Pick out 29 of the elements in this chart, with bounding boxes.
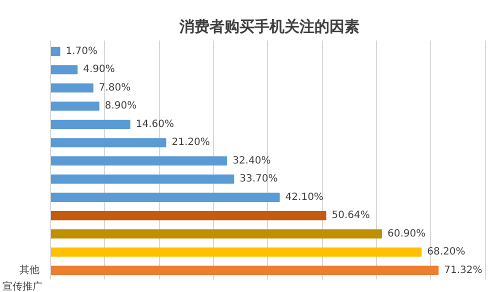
data-label: 32.40% [232,155,271,166]
bar [50,46,60,56]
data-label: 21.20% [172,137,210,148]
bar [50,156,228,166]
bar [50,211,326,220]
bar [50,174,234,184]
bar [50,65,78,74]
bar [50,248,422,257]
data-label: 42.10% [285,192,324,203]
data-label: 4.90% [83,64,115,76]
data-label: 68.20% [427,246,466,258]
bar [50,229,382,238]
bar [50,192,280,202]
bar [50,266,439,275]
data-label: 71.32% [444,264,482,276]
data-label: 14.60% [136,118,174,130]
data-label: 50.64% [332,210,370,222]
data-label: 60.90% [387,228,426,240]
y-tick-label: 其他 [20,264,40,276]
bar [50,83,94,93]
bar [50,102,100,111]
data-label: 8.90% [104,100,137,112]
data-label: 7.80% [98,82,131,94]
data-label: 1.70% [66,46,98,57]
text: 宣传推广 [2,280,42,292]
chart-title: 消费者购买手机关注的因素 [178,18,360,36]
bar [50,138,166,148]
bar [50,120,130,130]
data-label: 33.70% [240,174,278,185]
